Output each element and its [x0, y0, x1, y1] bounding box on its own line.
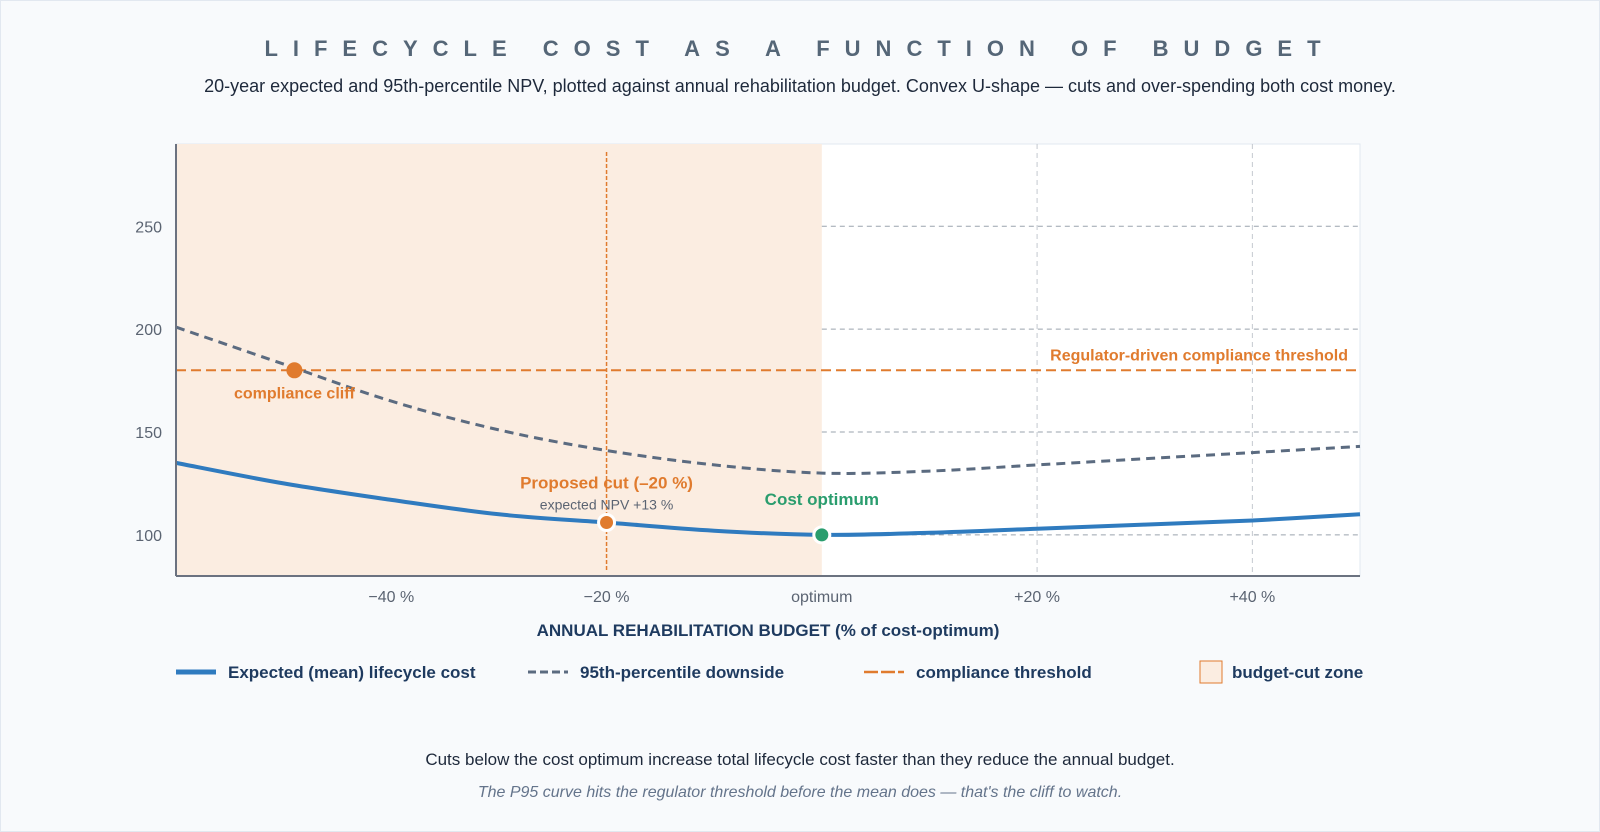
proposed-cut-sublabel: expected NPV +13 % [540, 497, 673, 513]
footnote-italic: The P95 curve hits the regulator thresho… [477, 784, 1123, 801]
y-tick-label: 100 [135, 528, 162, 545]
axes [175, 144, 1360, 577]
legend-label: Expected (mean) lifecycle cost [228, 663, 476, 682]
y-tick-label: 200 [135, 322, 162, 339]
x-tick-label: optimum [791, 589, 852, 606]
footnote-main: Cuts below the cost optimum increase tot… [425, 750, 1175, 769]
y-tick-label: 150 [135, 425, 162, 442]
legend-item: Expected (mean) lifecycle cost [176, 663, 476, 682]
tick-labels: 100 150 200 250 −40 % −20 % optimum +20 % +40 % [135, 219, 1275, 606]
legend-item: 95th-percentile downside [528, 663, 784, 682]
legend: Expected (mean) lifecycle cost 95th-perce… [176, 660, 1363, 684]
legend-item: compliance threshold [864, 663, 1092, 682]
legend-swatch-zone [1199, 660, 1223, 684]
series-line-mean [175, 460, 1361, 537]
proposed-cut-label: Proposed cut (–20 %) [520, 474, 693, 493]
cost-optimum-marker [812, 525, 832, 545]
x-tick-label: −40 % [368, 589, 414, 606]
legend-label: compliance threshold [916, 663, 1092, 682]
legend-label: budget-cut zone [1232, 663, 1363, 682]
legend-item: budget-cut zone [1199, 660, 1363, 684]
x-tick-label: −20 % [584, 589, 630, 606]
compliance-cliff-marker [286, 362, 303, 379]
cost-optimum-label: Cost optimum [765, 490, 879, 509]
compliance-cliff-label: compliance cliff [234, 385, 356, 402]
x-tick-label: +20 % [1014, 589, 1060, 606]
x-axis-title: ANNUAL REHABILITATION BUDGET (% of cost-… [537, 621, 1000, 640]
series-line-p95 [175, 325, 1361, 475]
proposed-cut-marker [597, 513, 617, 533]
threshold-label: Regulator-driven compliance threshold [1050, 347, 1348, 364]
x-tick-label: +40 % [1229, 589, 1275, 606]
y-tick-label: 250 [135, 219, 162, 236]
chart-subtitle: 20-year expected and 95th-percentile NPV… [204, 76, 1396, 96]
budget-cut-zone [176, 144, 822, 576]
chart-title: LIFECYCLE COST AS A FUNCTION OF BUDGET [264, 36, 1336, 61]
legend-label: 95th-percentile downside [580, 663, 784, 682]
grid-lines [821, 144, 1360, 576]
